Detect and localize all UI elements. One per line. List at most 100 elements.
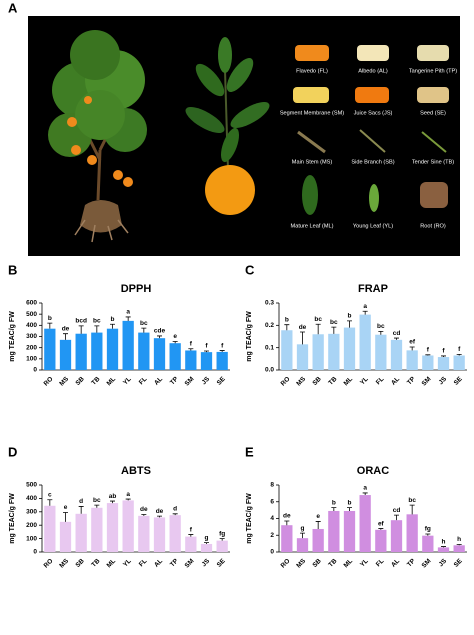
x-tick-label: TB [90, 375, 101, 386]
error-bar [47, 499, 53, 506]
x-tick-label: SM [184, 558, 196, 570]
bar [281, 525, 293, 552]
panel-label: B [8, 262, 17, 277]
bar [59, 339, 72, 370]
error-bar [94, 504, 100, 508]
bar [343, 327, 356, 370]
bar [138, 332, 150, 370]
error-bar [141, 514, 147, 516]
chart-panel: D ABTS mg TEAC/g FW 0 100 200 300 400 500 c RO e MS d… [8, 444, 230, 570]
significance-letter: f [221, 342, 224, 349]
significance-letter: de [156, 508, 164, 515]
error-bar [394, 514, 399, 521]
y-tick-label: 0.0 [265, 367, 274, 374]
bar [422, 355, 434, 370]
bar [44, 328, 56, 370]
panel-label: C [245, 262, 255, 277]
bar [106, 503, 119, 552]
error-bar [204, 350, 209, 353]
y-tick-label: 500 [26, 482, 37, 489]
significance-letter: ab [109, 493, 117, 500]
error-bar [157, 515, 162, 518]
x-tick-label: SE [216, 557, 228, 569]
y-tick-label: 4 [270, 515, 274, 522]
bar [390, 520, 403, 552]
significance-letter: bc [140, 320, 148, 327]
panel-label: E [245, 444, 254, 459]
significance-letter: c [48, 491, 52, 498]
error-bar [204, 542, 209, 544]
error-bar [47, 322, 53, 329]
bar [200, 352, 213, 370]
y-axis-label: mg TEAC/g FW [246, 493, 253, 544]
error-bar [425, 354, 431, 356]
error-bar [456, 353, 462, 356]
citrus-tree [48, 30, 147, 243]
x-tick-label: FL [375, 376, 386, 387]
x-tick-label: RO [43, 376, 55, 388]
bar [406, 514, 418, 552]
tissue-label: Main Stem (MS) [292, 159, 333, 165]
y-axis-label: mg TEAC/g FW [9, 493, 16, 544]
significance-letter: g [301, 525, 305, 532]
x-tick-label: TB [327, 375, 338, 386]
x-tick-label: MS [295, 375, 307, 387]
significance-letter: d [79, 498, 83, 505]
x-tick-label: TB [90, 557, 101, 568]
error-bar [300, 331, 305, 345]
chart-panel: E ORAC mg TEAC/g FW 0 2 4 6 8 de RO g MS e SB b TB b ML a Y… [245, 444, 467, 570]
bar [359, 314, 371, 370]
bar [153, 517, 166, 552]
bar [312, 528, 324, 552]
chart-title: ORAC [357, 465, 389, 477]
bar [185, 536, 197, 552]
bar [328, 333, 340, 370]
error-bar [188, 348, 194, 351]
error-bar [362, 310, 368, 315]
x-tick-label: FL [375, 558, 386, 569]
bar [216, 540, 228, 552]
tissue-label: Flavedo (FL) [296, 68, 328, 74]
bar [106, 328, 119, 370]
bar [375, 529, 387, 552]
error-bar [63, 512, 68, 522]
x-tick-label: TP [169, 375, 180, 386]
significance-letter: f [458, 346, 461, 353]
bar [75, 333, 87, 370]
bar [122, 320, 134, 370]
significance-letter: cde [154, 328, 166, 335]
significance-letter: bc [93, 318, 101, 325]
error-bar [172, 341, 178, 344]
significance-letter: a [363, 485, 367, 492]
significance-letter: bcd [75, 318, 87, 325]
tissue-icons [293, 45, 449, 215]
y-tick-label: 100 [26, 356, 37, 363]
x-tick-label: SB [311, 375, 323, 387]
chart-panel: C FRAP mg TEAC/g FW 0.0 0.1 0.2 0.3 b RO de MS bc SB… [245, 262, 467, 388]
x-tick-label: RO [280, 376, 292, 388]
x-tick-label: MS [295, 557, 307, 569]
significance-letter: b [48, 315, 52, 322]
significance-letter: b [111, 316, 115, 323]
y-axis-label: mg TEAC/g FW [9, 311, 16, 362]
error-bar [331, 507, 337, 511]
error-bar [315, 323, 321, 335]
bar [422, 535, 434, 552]
bar [216, 351, 228, 370]
significance-letter: de [299, 324, 307, 331]
bar [91, 507, 103, 552]
chart-panel: B DPPH mg TEAC/g FW 0 100 200 300 400 500 600 b RO d… [8, 262, 230, 388]
chart-title: FRAP [358, 283, 388, 295]
y-tick-label: 0.1 [265, 344, 274, 351]
significance-letter: a [363, 303, 367, 310]
bar [359, 495, 371, 552]
bar [44, 505, 56, 552]
x-tick-label: RO [43, 558, 55, 570]
bar [296, 538, 309, 552]
panel-label: A [8, 0, 18, 15]
x-tick-label: FL [138, 558, 149, 569]
x-tick-label: AL [153, 376, 164, 387]
y-tick-label: 0.3 [265, 300, 274, 307]
x-tick-label: SB [74, 375, 86, 387]
error-bar [125, 498, 131, 501]
